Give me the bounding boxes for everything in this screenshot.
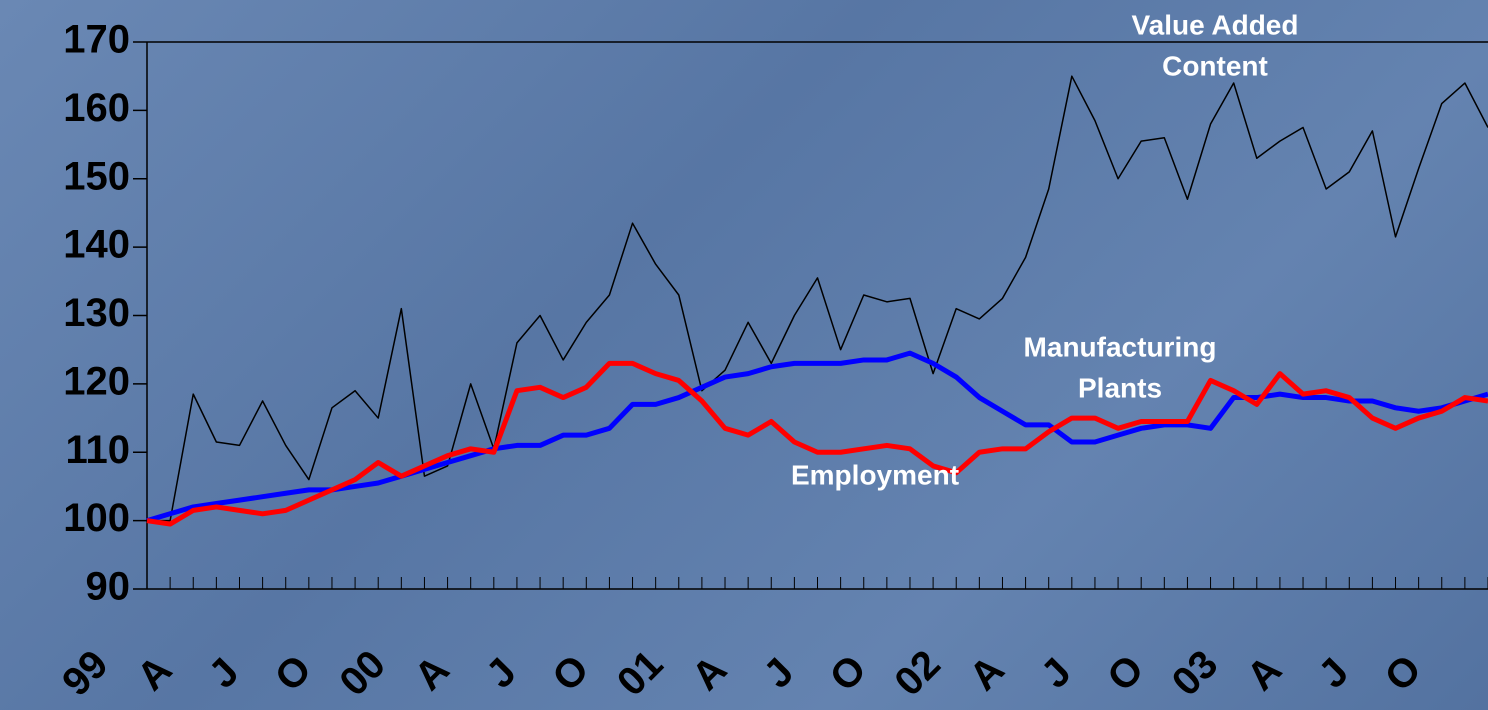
x-tick-label: J <box>478 650 525 697</box>
x-tick-label: J <box>201 650 248 697</box>
x-tick-label: 99 <box>54 642 117 705</box>
y-tick-label: 170 <box>63 18 130 62</box>
x-tick-label: J <box>1310 650 1357 697</box>
y-tick-label: 160 <box>63 86 130 130</box>
y-tick-label: 130 <box>63 291 130 335</box>
y-tick-label: 90 <box>86 565 131 609</box>
annotation: Manufacturing <box>1024 331 1217 362</box>
x-tick-label: A <box>1239 648 1291 700</box>
x-tick-label: O <box>822 647 875 700</box>
x-tick-label: 01 <box>609 642 672 705</box>
y-tick-label: 150 <box>63 154 130 198</box>
x-tick-label: O <box>267 647 320 700</box>
annotation: Plants <box>1078 372 1162 403</box>
annotation: Value Added <box>1131 9 1298 40</box>
x-tick-label: 02 <box>886 642 949 705</box>
annotation: Content <box>1162 50 1268 81</box>
y-tick-label: 120 <box>63 359 130 403</box>
series-line <box>146 360 1488 527</box>
series-line <box>147 75 1488 522</box>
x-tick-label: O <box>544 647 597 700</box>
y-tick-label: 110 <box>65 428 130 472</box>
y-tick-label: 140 <box>63 223 130 267</box>
x-tick-label: O <box>1099 647 1152 700</box>
x-tick-label: 03 <box>1164 642 1227 705</box>
x-tick-label: J <box>755 650 802 697</box>
x-tick-label: A <box>129 648 181 700</box>
x-tick-label: A <box>961 648 1013 700</box>
annotation: Employment <box>791 459 959 490</box>
x-tick-label: A <box>684 648 736 700</box>
x-tick-label: A <box>406 648 458 700</box>
x-tick-label: J <box>1033 650 1080 697</box>
y-tick-label: 100 <box>63 496 130 540</box>
x-tick-label: 00 <box>331 642 394 705</box>
x-tick-label: O <box>1377 647 1430 700</box>
